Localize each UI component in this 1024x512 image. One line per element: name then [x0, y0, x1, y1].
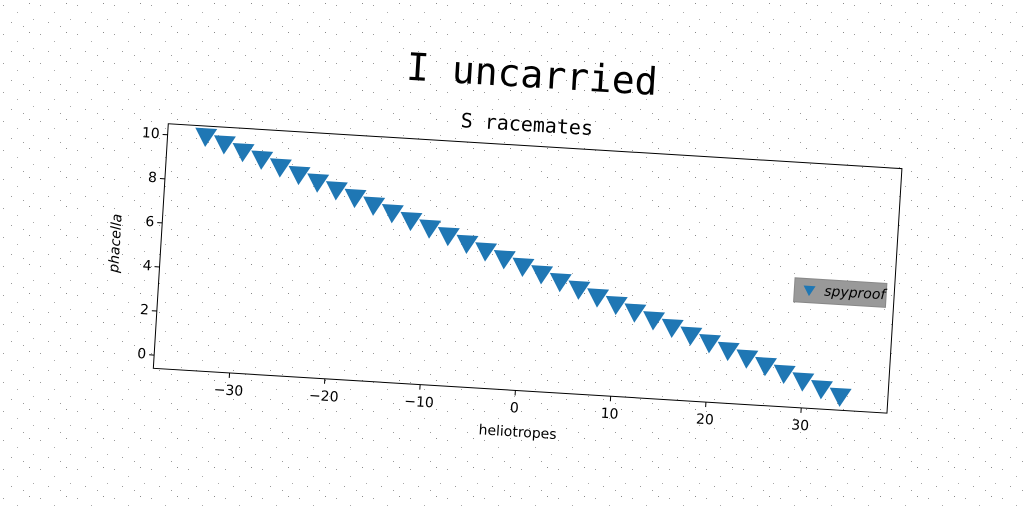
marker — [605, 295, 628, 316]
marker — [736, 349, 759, 369]
plot-frame — [152, 123, 903, 414]
marker — [549, 272, 572, 293]
marker — [811, 380, 833, 400]
y-tick-label: 4 — [142, 258, 152, 275]
marker — [213, 135, 236, 155]
marker — [680, 326, 703, 346]
marker — [251, 150, 274, 170]
marker — [587, 288, 610, 308]
legend-marker — [803, 285, 816, 297]
marker — [568, 280, 591, 300]
y-axis-label: phacella — [106, 213, 126, 274]
marker — [400, 211, 423, 232]
marker — [717, 341, 740, 362]
marker — [829, 387, 852, 407]
x-tick-label: −10 — [404, 394, 434, 412]
marker — [232, 142, 255, 163]
marker — [344, 188, 367, 209]
marker — [531, 265, 554, 285]
marker — [475, 242, 498, 262]
marker — [661, 318, 684, 339]
y-tick-label: 6 — [145, 214, 155, 231]
marker — [325, 181, 348, 201]
marker — [269, 158, 292, 178]
marker — [755, 356, 778, 377]
marker — [773, 364, 796, 385]
marker — [699, 334, 722, 354]
x-tick-label: −30 — [213, 382, 243, 400]
y-tick-label: 2 — [139, 302, 149, 319]
y-tick-label: 10 — [141, 125, 160, 142]
x-axis-label: heliotropes — [478, 422, 557, 443]
y-tick-label: 0 — [137, 346, 147, 363]
marker — [512, 257, 535, 277]
x-tick-label: 10 — [600, 406, 619, 423]
marker — [288, 165, 311, 186]
marker — [307, 173, 330, 193]
marker — [792, 372, 815, 392]
marker — [624, 303, 647, 323]
y-tick-label: 8 — [148, 170, 158, 187]
marker — [456, 234, 479, 255]
x-tick-label: 20 — [695, 412, 714, 429]
marker — [195, 127, 218, 147]
marker — [381, 204, 404, 224]
marker — [419, 219, 442, 239]
x-tick-label: 30 — [791, 417, 810, 434]
legend-box — [793, 277, 888, 308]
legend-label: spyproof — [824, 284, 888, 304]
marker — [493, 250, 516, 270]
marker — [363, 196, 386, 216]
marker — [643, 311, 666, 331]
x-tick-label: −20 — [308, 388, 338, 406]
marker — [437, 226, 460, 247]
x-tick-label: 0 — [509, 400, 519, 417]
